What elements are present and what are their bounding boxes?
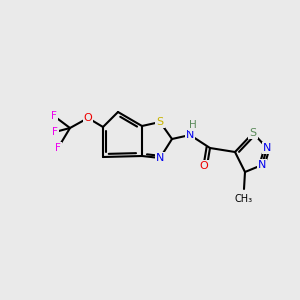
- Text: N: N: [186, 130, 194, 140]
- Text: S: S: [156, 117, 164, 127]
- Text: F: F: [55, 143, 61, 153]
- Text: CH₃: CH₃: [235, 194, 253, 204]
- Text: F: F: [51, 111, 57, 121]
- Text: N: N: [258, 160, 266, 170]
- Text: S: S: [249, 128, 256, 138]
- Text: H: H: [189, 120, 197, 130]
- Text: O: O: [200, 161, 208, 171]
- Text: F: F: [52, 127, 58, 137]
- Text: N: N: [156, 153, 164, 163]
- Text: O: O: [84, 113, 92, 123]
- Text: N: N: [263, 143, 271, 153]
